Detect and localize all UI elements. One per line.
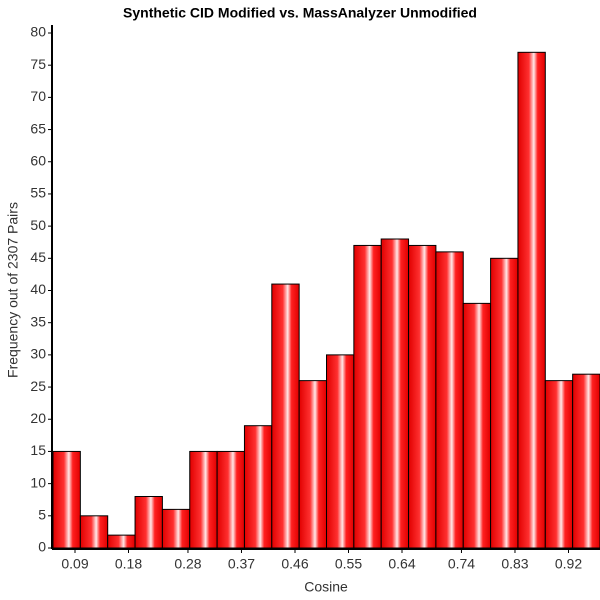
bar — [52, 450, 81, 549]
bar — [243, 425, 273, 549]
bar — [490, 257, 519, 549]
y-tick-label: 20 — [30, 410, 46, 426]
chart-title: Synthetic CID Modified vs. MassAnalyzer … — [123, 5, 477, 21]
x-tick-label: 0.46 — [281, 556, 308, 572]
x-tick-label: 0.83 — [501, 556, 528, 572]
bar — [353, 244, 382, 549]
y-tick-label: 65 — [30, 120, 46, 136]
y-tick-label: 45 — [30, 249, 46, 265]
x-tick-label: 0.64 — [388, 556, 415, 572]
y-tick-label: 10 — [30, 474, 46, 490]
x-tick-label: 0.37 — [228, 556, 255, 572]
y-tick-label: 60 — [30, 152, 46, 168]
x-tick-label: 0.55 — [335, 556, 362, 572]
bar — [134, 496, 163, 549]
bar — [107, 534, 136, 549]
bar — [544, 380, 574, 549]
y-tick-label: 55 — [30, 185, 46, 201]
x-tick-label: 0.28 — [174, 556, 201, 572]
bar — [517, 51, 546, 549]
bar — [216, 450, 245, 549]
y-tick-label: 75 — [30, 56, 46, 72]
y-tick-label: 70 — [30, 88, 46, 104]
bar — [435, 251, 464, 549]
y-tick-label: 50 — [30, 217, 46, 233]
bar — [271, 283, 300, 549]
y-tick-label: 15 — [30, 442, 46, 458]
bar — [189, 450, 218, 549]
bar — [326, 354, 355, 549]
bar — [380, 238, 410, 549]
y-axis-label: Frequency out of 2307 Pairs — [5, 202, 21, 378]
y-tick-label: 30 — [30, 346, 46, 362]
x-tick-label: 0.18 — [115, 556, 142, 572]
bar — [462, 302, 492, 549]
bar — [408, 244, 437, 549]
y-tick-label: 80 — [30, 24, 46, 40]
x-tick-label: 0.92 — [555, 556, 582, 572]
bar — [298, 380, 327, 549]
x-axis-label: Cosine — [304, 579, 348, 595]
bar — [79, 515, 109, 549]
bar — [161, 508, 191, 549]
y-tick-label: 0 — [38, 539, 46, 555]
y-tick-label: 5 — [38, 507, 46, 523]
bar — [572, 373, 600, 549]
y-tick-label: 40 — [30, 281, 46, 297]
x-tick-label: 0.74 — [448, 556, 475, 572]
y-tick-label: 35 — [30, 313, 46, 329]
x-tick-label: 0.09 — [61, 556, 88, 572]
y-tick-label: 25 — [30, 378, 46, 394]
